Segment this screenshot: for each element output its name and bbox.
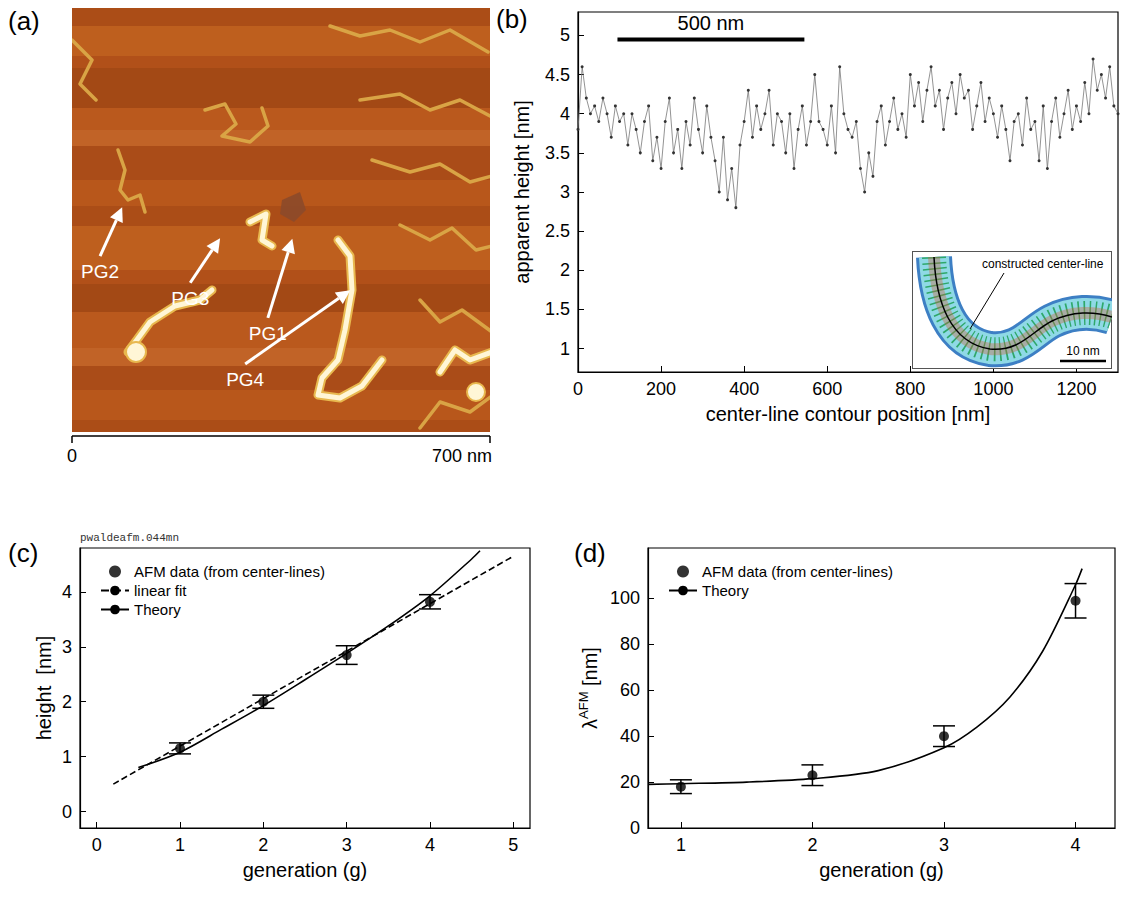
svg-text:AFM data (from center-lines): AFM data (from center-lines) — [702, 563, 893, 580]
svg-text:60: 60 — [620, 680, 640, 700]
svg-text:1: 1 — [62, 747, 72, 767]
svg-text:3: 3 — [62, 637, 72, 657]
svg-text:200: 200 — [646, 379, 676, 399]
svg-text:0: 0 — [67, 446, 77, 466]
svg-text:2.5: 2.5 — [545, 221, 570, 241]
svg-text:PG1: PG1 — [249, 323, 287, 344]
svg-text:(a): (a) — [8, 6, 40, 36]
svg-text:[nm]: [nm] — [579, 647, 601, 686]
svg-text:1: 1 — [560, 339, 570, 359]
svg-text:Theory: Theory — [134, 601, 181, 618]
svg-text:40: 40 — [620, 726, 640, 746]
svg-text:constructed center-line: constructed center-line — [982, 257, 1104, 271]
svg-text:1.5: 1.5 — [545, 299, 570, 319]
svg-text:0: 0 — [62, 802, 72, 822]
svg-text:1000: 1000 — [973, 379, 1013, 399]
svg-text:generation (g): generation (g) — [243, 859, 368, 881]
svg-text:2: 2 — [560, 260, 570, 280]
svg-text:height [nm]: height [nm] — [33, 636, 55, 741]
svg-text:0: 0 — [573, 379, 583, 399]
svg-text:2: 2 — [62, 692, 72, 712]
svg-text:PG3: PG3 — [171, 288, 209, 309]
svg-text:10 nm: 10 nm — [1066, 344, 1099, 358]
svg-text:0: 0 — [630, 818, 640, 838]
svg-text:1: 1 — [175, 835, 185, 855]
svg-text:800: 800 — [895, 379, 925, 399]
svg-text:apparent height [nm]: apparent height [nm] — [511, 100, 533, 283]
svg-text:3: 3 — [939, 835, 949, 855]
svg-text:linear fit: linear fit — [134, 582, 187, 599]
svg-text:3: 3 — [342, 835, 352, 855]
svg-text:100: 100 — [610, 588, 640, 608]
svg-text:0: 0 — [92, 835, 102, 855]
svg-text:3.5: 3.5 — [545, 143, 570, 163]
svg-text:PG2: PG2 — [81, 261, 119, 282]
svg-text:2: 2 — [258, 835, 268, 855]
svg-text:4: 4 — [425, 835, 435, 855]
svg-text:4: 4 — [1071, 835, 1081, 855]
svg-text:600: 600 — [812, 379, 842, 399]
svg-text:(d): (d) — [574, 538, 606, 568]
svg-text:4: 4 — [560, 104, 570, 124]
svg-text:5: 5 — [560, 25, 570, 45]
svg-text:center-line contour position [: center-line contour position [nm] — [706, 403, 991, 425]
svg-text:PG4: PG4 — [226, 369, 264, 390]
svg-text:Theory: Theory — [702, 582, 749, 599]
svg-text:4.5: 4.5 — [545, 65, 570, 85]
svg-text:4: 4 — [62, 582, 72, 602]
svg-text:(b): (b) — [496, 4, 528, 34]
svg-text:pwaldeafm.044mn: pwaldeafm.044mn — [80, 532, 179, 544]
svg-text:400: 400 — [729, 379, 759, 399]
svg-text:AFM data (from center-lines): AFM data (from center-lines) — [134, 563, 325, 580]
svg-text:λ: λ — [579, 719, 601, 729]
svg-text:5: 5 — [508, 835, 518, 855]
svg-text:500 nm: 500 nm — [678, 12, 745, 34]
svg-text:(c): (c) — [8, 538, 38, 568]
svg-text:2: 2 — [807, 835, 817, 855]
svg-text:700 nm: 700 nm — [432, 446, 492, 466]
svg-text:80: 80 — [620, 634, 640, 654]
svg-text:generation (g): generation (g) — [819, 859, 944, 881]
svg-text:AFM: AFM — [576, 692, 591, 719]
svg-text:3: 3 — [560, 182, 570, 202]
svg-text:1: 1 — [676, 835, 686, 855]
svg-text:20: 20 — [620, 772, 640, 792]
svg-text:1200: 1200 — [1056, 379, 1096, 399]
